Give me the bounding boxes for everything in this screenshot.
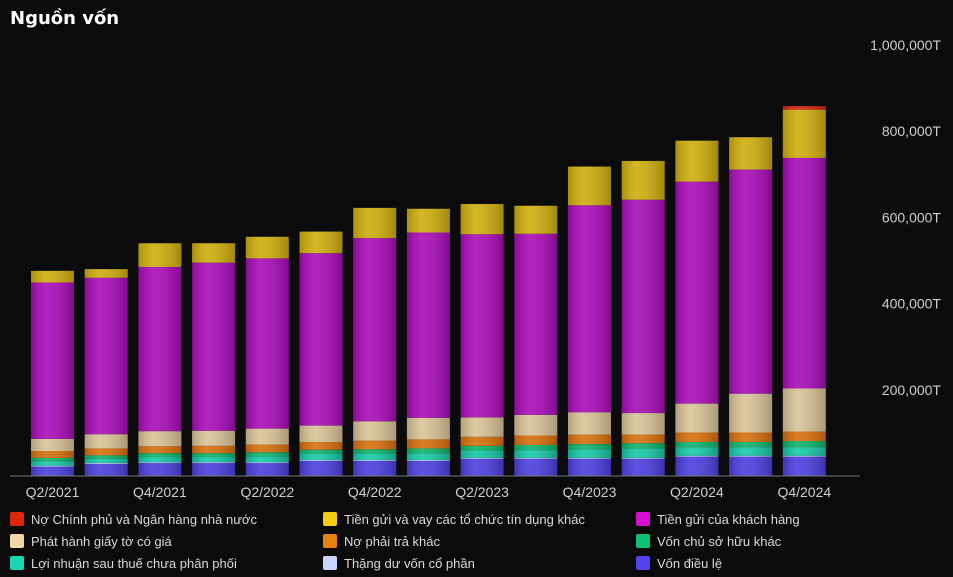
bar-shading (460, 204, 504, 476)
bar-stack-Q3-2023 (514, 205, 558, 476)
legend-label: Thặng dư vốn cổ phần (344, 555, 475, 571)
y-tick-label: 200,000T (882, 382, 942, 398)
bar-stack-Q4-2021 (138, 243, 182, 476)
x-tick-label: Q2/2022 (240, 484, 294, 500)
legend-label: Lợi nhuận sau thuế chưa phân phối (31, 555, 237, 571)
legend-item[interactable]: Vốn điều lệ (636, 554, 936, 572)
legend-label: Nợ Chính phủ và Ngân hàng nhà nước (31, 511, 257, 527)
bars-group (31, 106, 826, 477)
y-axis-labels: 200,000T 400,000T 600,000T 800,000T 1,000,00… (870, 37, 941, 398)
bar-shading (514, 205, 558, 476)
bar-shading (31, 270, 74, 476)
bar-stack-Q4-2022 (353, 207, 397, 476)
x-tick-label: Q2/2023 (455, 484, 509, 500)
legend-swatch (636, 556, 650, 570)
bar-stack-Q3-2021 (84, 269, 128, 476)
legend-label: Nợ phải trả khác (344, 533, 440, 549)
bar-stack-Q2-2024 (675, 140, 719, 476)
legend-label: Tiền gửi của khách hàng (657, 511, 800, 527)
legend-swatch (323, 534, 337, 548)
bar-stack-Q2-2021 (31, 270, 74, 476)
legend: Nợ Chính phủ và Ngân hàng nhà nước Tiền g… (10, 510, 940, 572)
bar-shading (299, 231, 343, 476)
legend-label: Phát hành giấy tờ có giá (31, 533, 172, 549)
bar-stack-Q3-2022 (299, 231, 343, 476)
bar-shading (621, 160, 665, 476)
legend-item[interactable]: Tiền gửi của khách hàng (636, 510, 936, 528)
bar-shading (675, 140, 719, 476)
legend-item[interactable]: Tiền gửi và vay các tổ chức tín dụng khá… (323, 510, 636, 528)
y-tick-label: 600,000T (882, 209, 942, 225)
legend-label: Vốn chủ sở hữu khác (657, 533, 782, 549)
bar-shading (192, 243, 236, 476)
legend-swatch (636, 512, 650, 526)
legend-label: Tiền gửi và vay các tổ chức tín dụng khá… (344, 511, 585, 527)
bar-stack-Q1-2024 (621, 160, 665, 476)
bar-stack-Q2-2023 (460, 204, 504, 476)
bar-stack-Q2-2022 (245, 236, 289, 476)
legend-swatch (636, 534, 650, 548)
legend-item[interactable]: Nợ phải trả khác (323, 532, 636, 550)
legend-swatch (10, 512, 24, 526)
bar-stack-Q1-2022 (192, 243, 236, 476)
legend-swatch (10, 556, 24, 570)
x-tick-label: Q4/2022 (348, 484, 402, 500)
x-tick-label: Q4/2023 (563, 484, 617, 500)
legend-label: Vốn điều lệ (657, 555, 723, 571)
x-axis-labels: Q2/2021 Q4/2021 Q2/2022 Q4/2022 Q2/2023 Q4/20… (26, 484, 832, 500)
y-tick-label: 800,000T (882, 123, 942, 139)
bar-shading (782, 106, 826, 477)
bar-stack-Q3-2024 (729, 137, 773, 476)
bar-shading (568, 166, 611, 477)
y-tick-label: 1,000,000T (870, 37, 941, 53)
legend-swatch (323, 556, 337, 570)
legend-item[interactable]: Phát hành giấy tờ có giá (10, 532, 323, 550)
x-tick-label: Q4/2021 (133, 484, 187, 500)
legend-item[interactable]: Nợ Chính phủ và Ngân hàng nhà nước (10, 510, 323, 528)
y-tick-label: 400,000T (882, 296, 942, 312)
x-tick-label: Q2/2024 (670, 484, 724, 500)
legend-item[interactable]: Lợi nhuận sau thuế chưa phân phối (10, 554, 323, 572)
bar-shading (138, 243, 182, 476)
x-tick-label: Q4/2024 (777, 484, 831, 500)
bar-shading (245, 236, 289, 476)
x-tick-label: Q2/2021 (26, 484, 80, 500)
legend-item[interactable]: Thặng dư vốn cổ phần (323, 554, 636, 572)
bar-shading (353, 207, 397, 476)
bar-stack-Q4-2024 (782, 106, 826, 477)
bar-shading (729, 137, 773, 476)
legend-swatch (10, 534, 24, 548)
legend-item[interactable]: Vốn chủ sở hữu khác (636, 532, 936, 550)
stacked-bar-chart: Q2/2021 Q4/2021 Q2/2022 Q4/2022 Q2/2023 Q4/20… (10, 37, 941, 500)
bar-shading (84, 269, 128, 476)
bar-stack-Q1-2023 (406, 208, 450, 476)
legend-swatch (323, 512, 337, 526)
bar-shading (406, 208, 450, 476)
bar-stack-Q4-2023 (568, 166, 611, 477)
chart-title: Nguồn vốn (10, 8, 120, 29)
